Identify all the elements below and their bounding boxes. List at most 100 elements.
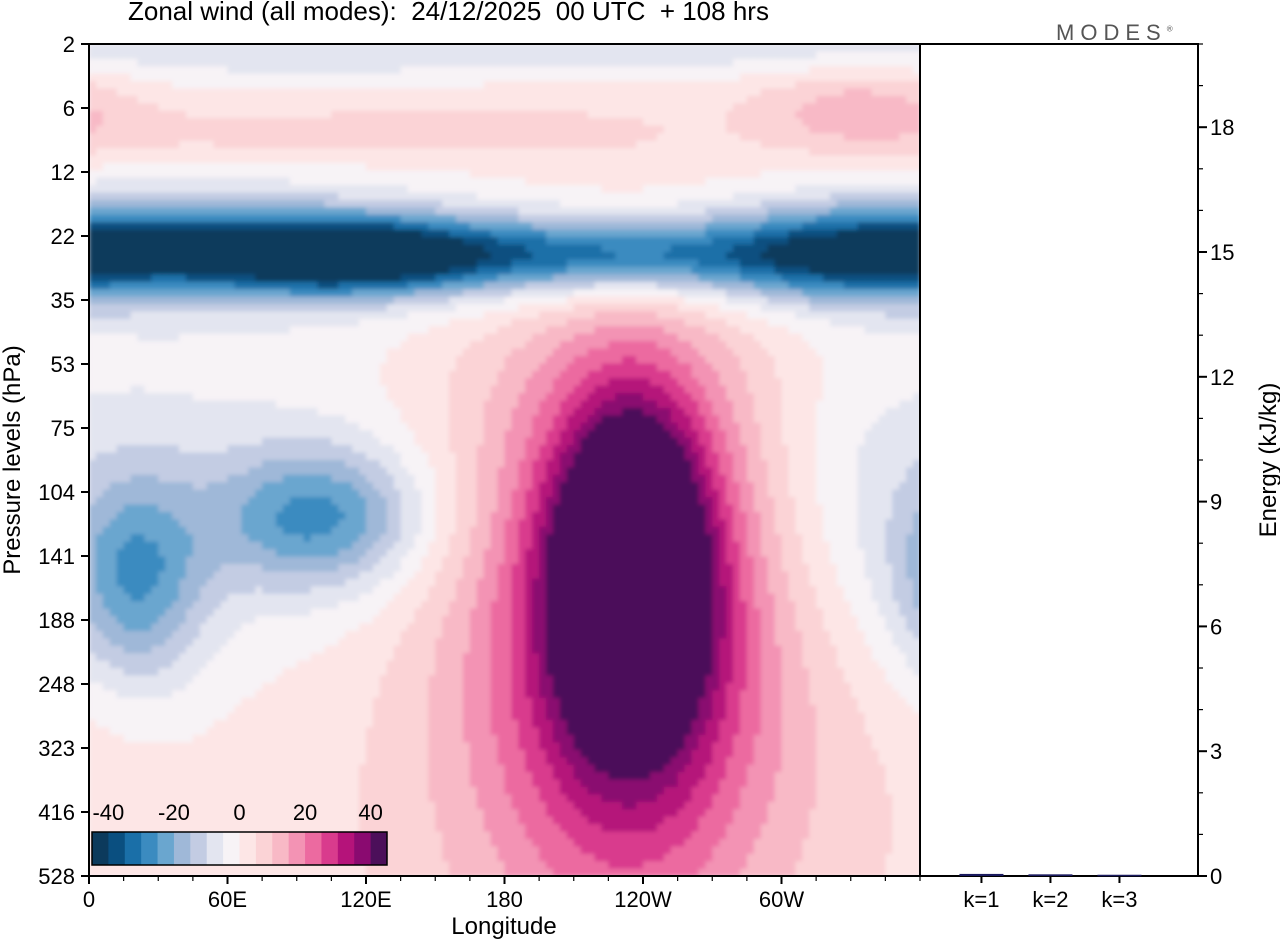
heatmap-cell bbox=[393, 51, 402, 60]
heatmap-cell bbox=[379, 103, 388, 112]
heatmap-cell bbox=[296, 252, 305, 261]
heatmap-cell bbox=[698, 281, 706, 290]
heatmap-cell bbox=[636, 333, 644, 342]
heatmap-cell bbox=[670, 207, 679, 216]
heatmap-cell bbox=[504, 214, 513, 223]
heatmap-cell bbox=[428, 133, 436, 142]
heatmap-cell bbox=[788, 148, 796, 157]
heatmap-cell bbox=[476, 148, 485, 157]
heatmap-cell bbox=[449, 348, 457, 357]
heatmap-cell bbox=[296, 73, 305, 82]
heatmap-cell bbox=[649, 125, 658, 134]
heatmap-cell bbox=[262, 252, 270, 261]
heatmap-cell bbox=[359, 125, 367, 134]
heatmap-cell bbox=[442, 244, 450, 253]
heatmap-cell bbox=[518, 259, 526, 268]
heatmap-cell bbox=[518, 200, 526, 209]
heatmap-cell bbox=[746, 96, 755, 105]
heatmap-cell bbox=[601, 51, 609, 60]
heatmap-cell bbox=[366, 162, 374, 171]
heatmap-cell bbox=[483, 259, 492, 268]
heatmap-cell bbox=[608, 311, 616, 320]
heatmap-cell bbox=[379, 110, 388, 119]
heatmap-cell bbox=[663, 207, 672, 216]
heatmap-cell bbox=[262, 177, 270, 186]
heatmap-cell bbox=[573, 296, 582, 305]
heatmap-cell bbox=[317, 118, 326, 127]
heatmap-cell bbox=[352, 162, 360, 171]
heatmap-cell bbox=[462, 229, 471, 238]
heatmap-cell bbox=[899, 326, 907, 335]
heatmap-cell bbox=[622, 88, 630, 97]
heatmap-cell bbox=[802, 51, 810, 60]
heatmap-cell bbox=[788, 96, 796, 105]
heatmap-cell bbox=[850, 333, 859, 342]
heatmap-cell bbox=[331, 133, 339, 142]
heatmap-cell bbox=[213, 118, 222, 127]
heatmap-cell bbox=[850, 274, 859, 283]
heatmap-cell bbox=[109, 304, 118, 313]
heatmap-cell bbox=[615, 304, 623, 313]
heatmap-cell bbox=[795, 51, 803, 60]
heatmap-cell bbox=[89, 304, 97, 313]
heatmap-cell bbox=[712, 88, 720, 97]
heatmap-cell bbox=[511, 162, 519, 171]
heatmap-cell bbox=[476, 66, 485, 75]
heatmap-cell bbox=[366, 318, 374, 327]
heatmap-cell bbox=[663, 110, 672, 119]
heatmap-cell bbox=[386, 162, 395, 171]
heatmap-cell bbox=[220, 296, 229, 305]
heatmap-cell bbox=[476, 259, 485, 268]
heatmap-cell bbox=[767, 96, 776, 105]
heatmap-cell bbox=[428, 81, 436, 90]
heatmap-cell bbox=[269, 170, 277, 179]
heatmap-cell bbox=[809, 326, 817, 335]
heatmap-cell bbox=[733, 44, 741, 53]
heatmap-cell bbox=[836, 155, 845, 164]
heatmap-cell bbox=[746, 304, 755, 313]
heatmap-cell bbox=[878, 244, 886, 253]
heatmap-cell bbox=[809, 274, 817, 283]
heatmap-cell bbox=[497, 252, 506, 261]
heatmap-cell bbox=[643, 333, 651, 342]
heatmap-cell bbox=[428, 274, 436, 283]
heatmap-cell bbox=[698, 244, 706, 253]
heatmap-cell bbox=[746, 259, 755, 268]
heatmap-cell bbox=[518, 58, 526, 67]
heatmap-cell bbox=[310, 125, 319, 134]
heatmap-cell bbox=[151, 281, 159, 290]
heatmap-cell bbox=[733, 318, 741, 327]
heatmap-cell bbox=[850, 229, 859, 238]
heatmap-cell bbox=[338, 162, 346, 171]
heatmap-cell bbox=[414, 281, 422, 290]
heatmap-cell bbox=[165, 88, 173, 97]
heatmap-cell bbox=[885, 162, 893, 171]
heatmap-cell bbox=[255, 103, 263, 112]
heatmap-cell bbox=[414, 296, 422, 305]
heatmap-cell bbox=[289, 326, 298, 335]
heatmap-cell bbox=[760, 252, 769, 261]
heatmap-cell bbox=[158, 177, 166, 186]
heatmap-cell bbox=[566, 348, 575, 357]
heatmap-cell bbox=[753, 222, 762, 231]
heatmap-cell bbox=[546, 348, 554, 357]
heatmap-cell bbox=[636, 244, 644, 253]
heatmap-cell bbox=[643, 222, 651, 231]
heatmap-cell bbox=[393, 229, 402, 238]
heatmap-cell bbox=[317, 222, 326, 231]
heatmap-cell bbox=[130, 348, 139, 357]
heatmap-cell bbox=[899, 110, 907, 119]
heatmap-cell bbox=[206, 214, 215, 223]
heatmap-cell bbox=[677, 192, 686, 201]
heatmap-cell bbox=[712, 170, 720, 179]
heatmap-cell bbox=[566, 177, 575, 186]
heatmap-cell bbox=[857, 44, 866, 53]
heatmap-cell bbox=[130, 274, 139, 283]
heatmap-cell bbox=[296, 229, 305, 238]
heatmap-cell bbox=[906, 229, 914, 238]
heatmap-cell bbox=[684, 326, 693, 335]
heatmap-cell bbox=[469, 81, 478, 90]
heatmap-cell bbox=[497, 66, 506, 75]
heatmap-cell bbox=[490, 140, 499, 149]
heatmap-cell bbox=[691, 326, 699, 335]
